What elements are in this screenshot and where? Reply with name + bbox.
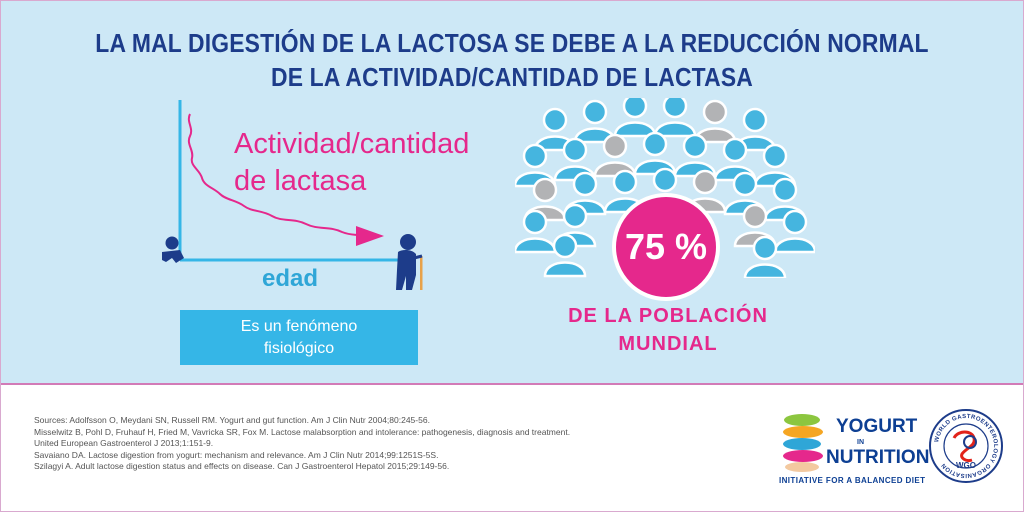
curve-arrow-head <box>356 226 384 246</box>
population-crowd <box>515 98 815 278</box>
source-item: Savaiano DA. Lactose digestion from yogu… <box>34 449 439 460</box>
population-caption-line-2: MUNDIAL <box>618 333 718 355</box>
title-line-1: LA MAL DIGESTIÓN DE LA LACTOSA SE DEBE A… <box>95 28 929 58</box>
logo-in-text: IN <box>857 439 864 446</box>
curve-label-line-1: Actividad/cantidad <box>234 128 470 160</box>
wgo-short-text: WGO <box>956 461 976 470</box>
logo-yogurt-text: YOGURT <box>836 416 918 437</box>
wgo-seal-logo: WORLD GASTROENTEROLOGY ORGANISATION WGO <box>929 409 1003 483</box>
person-icon <box>743 235 787 278</box>
note-line-2: fisiológico <box>263 339 335 357</box>
lactase-decline-curve <box>187 113 363 237</box>
percentage-badge: 75 % <box>612 193 720 301</box>
infographic-panel <box>1 1 1023 383</box>
logo-tagline: INITIATIVE FOR A BALANCED DIET <box>779 476 926 485</box>
person-icon <box>753 143 797 188</box>
source-item: Sources: Adolfsson O, Meydani SN, Russel… <box>34 415 430 425</box>
yogurt-in-nutrition-logo-icon <box>783 414 823 472</box>
person-icon <box>653 98 697 138</box>
source-item: Misselwitz B, Pohl D, Fruhauf H, Fried M… <box>34 426 571 437</box>
person-icon <box>613 98 657 138</box>
baby-icon <box>162 236 184 263</box>
title-line-2: DE LA ACTIVIDAD/CANTIDAD DE LACTASA <box>271 62 753 92</box>
x-axis-label: edad <box>262 265 319 292</box>
elderly-person-icon <box>396 234 423 290</box>
sources-list: Sources: Adolfsson O, Meydani SN, Russel… <box>34 415 734 473</box>
note-line-1: Es un fenómeno <box>240 317 358 335</box>
lactase-graph <box>162 100 423 290</box>
logo-nutrition-text: NUTRITION <box>826 447 930 468</box>
person-icon <box>633 131 677 176</box>
source-item: Szilagyi A. Adult lactose digestion stat… <box>34 461 450 471</box>
population-caption-line-1: DE LA POBLACIÓN <box>568 305 768 327</box>
divider-line <box>1 383 1023 385</box>
person-icon <box>593 133 637 178</box>
person-icon <box>713 137 757 182</box>
source-item: United European Gastroenterol J 2013;1:1… <box>34 438 214 448</box>
person-icon <box>543 233 587 278</box>
curve-label-line-2: de lactasa <box>234 165 367 197</box>
physiological-note: Es un fenómeno fisiológico <box>180 310 418 365</box>
